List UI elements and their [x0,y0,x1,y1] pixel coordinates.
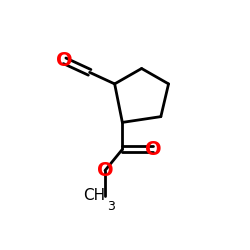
Text: O: O [56,51,73,70]
Text: O: O [145,140,162,159]
Text: O: O [97,161,113,180]
Text: CH: CH [83,188,105,203]
Text: 3: 3 [107,200,115,213]
